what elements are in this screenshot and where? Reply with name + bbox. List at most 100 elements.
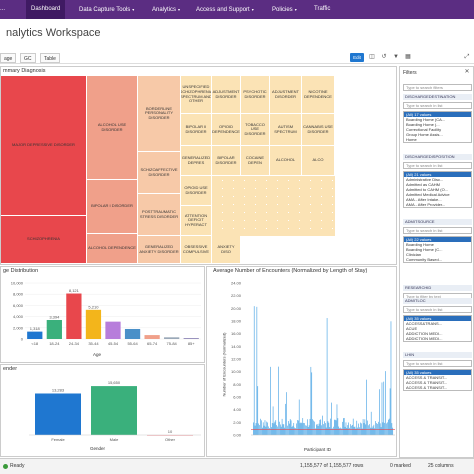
filter-list-item[interactable]: Group Home Assis... [406,132,443,137]
grid-icon[interactable]: ▦ [405,54,411,60]
filter-list-item[interactable]: (All) 35 values [404,370,471,375]
treemap-tile[interactable]: ADJUSTMENT DISORDER [270,76,302,114]
filter-list-item[interactable]: ACCESS & TRANSIT... [406,375,448,380]
encounter-bar[interactable] [311,372,313,435]
encounter-bar[interactable] [307,419,308,435]
filter-section-header[interactable]: ADMITLOC [403,298,472,304]
treemap-tile[interactable]: ALCO [302,146,335,176]
encounter-bar[interactable] [272,406,274,435]
filter-list-item[interactable]: Boarding Home (... [406,122,440,127]
encounter-bar[interactable] [321,425,322,435]
encounter-bar[interactable] [325,427,327,435]
encounter-bar[interactable] [253,422,254,435]
nav-item-traffic[interactable]: Traffic [314,6,331,12]
encounter-bar[interactable] [390,321,392,435]
age-bar[interactable] [105,321,121,339]
encounter-bar[interactable] [267,422,268,435]
encounter-bar[interactable] [365,424,367,435]
encounter-bar[interactable] [315,428,316,435]
encounter-bar[interactable] [352,424,353,435]
age-bar[interactable] [85,309,102,339]
close-icon[interactable]: ✕ [464,69,470,75]
treemap-tile[interactable]: ALCOHOL USE DISORDER [87,76,138,180]
encounter-bar[interactable] [262,427,263,435]
encounter-bar[interactable] [343,418,344,435]
encounter-bar[interactable] [268,426,269,435]
treemap-tile[interactable]: ANXIETY DISO [212,236,241,264]
filter-list-item[interactable]: ACCESS & TRANSIT... [406,380,448,385]
encounter-bar[interactable] [307,426,309,435]
encounter-bar[interactable] [264,420,266,435]
filter-section-header[interactable]: DISCHARGEDISPOSITION [403,154,472,160]
encounter-bar[interactable] [256,306,258,435]
treemap-tile[interactable]: OPIOID USE DISORDER [181,176,212,206]
treemap-tile[interactable]: GENERALIZED ANXIETY DISORDER [138,236,181,264]
age-bar[interactable] [183,338,199,339]
treemap-tile[interactable]: NICOTINE DEPENDENCE [302,76,335,114]
encounter-bar[interactable] [288,421,289,435]
encounter-bar[interactable] [306,425,307,435]
filter-list-item[interactable]: Home [406,137,417,142]
nav-item-dashboard[interactable]: Dashboard [26,0,66,19]
treemap-tile[interactable]: ALCOHOL DEPENDENCE [87,234,138,264]
encounter-bar[interactable] [364,419,366,435]
encounter-bar[interactable] [280,426,282,435]
encounter-bar[interactable] [308,425,310,435]
encounter-bar[interactable] [280,424,281,435]
encounter-bar[interactable] [297,420,298,435]
encounter-bar[interactable] [271,427,272,435]
filter-list-item[interactable]: (All) 22 values [404,237,471,242]
encounter-bar[interactable] [349,427,350,435]
encounter-bar[interactable] [347,425,349,435]
encounter-bar[interactable] [300,422,302,435]
treemap-tile[interactable]: ADJUSTMENT DISORDER [212,76,241,114]
filter-list-item[interactable]: ACUE [406,326,418,331]
encounter-bar[interactable] [368,425,369,435]
encounter-bar[interactable] [260,418,261,435]
encounter-bar[interactable] [275,420,277,435]
encounter-bar[interactable] [292,425,294,435]
filter-search-input[interactable]: Type to search in list [403,102,472,109]
encounter-bar[interactable] [290,420,292,435]
filter-list-item[interactable]: Admitted to CAHM (O... [406,187,449,192]
filter-list-item[interactable]: (All) 35 values [404,316,471,321]
nav-item-data-capture-tools[interactable]: Data Capture Tools ▾ [79,7,135,13]
encounter-bar[interactable] [285,403,286,435]
tab-age[interactable]: age [0,53,17,63]
filter-list-item[interactable]: Admitted as CAHM [406,182,441,187]
encounter-bar[interactable] [353,426,355,435]
encounter-bar[interactable] [375,421,376,435]
encounter-bar[interactable] [261,420,262,435]
encounter-bar[interactable] [278,366,279,435]
encounter-bar[interactable] [359,427,360,435]
encounter-bar[interactable] [348,422,349,435]
encounter-bar[interactable] [286,392,287,435]
encounter-bar[interactable] [259,425,260,435]
encounter-bar[interactable] [298,420,299,435]
filter-section-header[interactable]: LHIN [403,352,472,358]
tab-gc[interactable]: GC [20,53,36,63]
nav-item-analytics[interactable]: Analytics ▾ [152,7,181,13]
encounter-bar[interactable] [351,425,352,435]
encounter-bar[interactable] [346,428,348,435]
encounter-bar[interactable] [380,427,382,435]
encounter-bar[interactable] [312,419,313,435]
filter-list-item[interactable]: Admitted Medical Advice [406,192,450,197]
filter-list-item[interactable]: Administrative Disc... [406,177,444,182]
encounter-bar[interactable] [340,427,341,435]
filter-list-item[interactable]: (All) 21 values [404,172,471,177]
age-bar[interactable] [27,331,43,339]
filter-list-item[interactable]: Boarding Home (CA... [406,117,446,122]
treemap-tile[interactable]: OBSESSIVE COMPULSIVE [181,236,212,264]
encounter-bar[interactable] [331,402,332,435]
encounter-bar[interactable] [361,428,363,435]
encounter-bar[interactable] [388,419,389,435]
encounter-bar[interactable] [269,428,270,435]
encounter-bar[interactable] [309,418,311,435]
treemap-tile[interactable]: MAJOR DEPRESSIVE DISORDER [1,76,87,216]
filter-list-item[interactable]: Clinician [406,252,422,257]
encounter-bar[interactable] [253,306,255,435]
encounter-bar[interactable] [374,428,376,435]
encounter-bar[interactable] [387,422,388,435]
filter-list-item[interactable]: ADDICTION MEDI... [406,336,443,341]
